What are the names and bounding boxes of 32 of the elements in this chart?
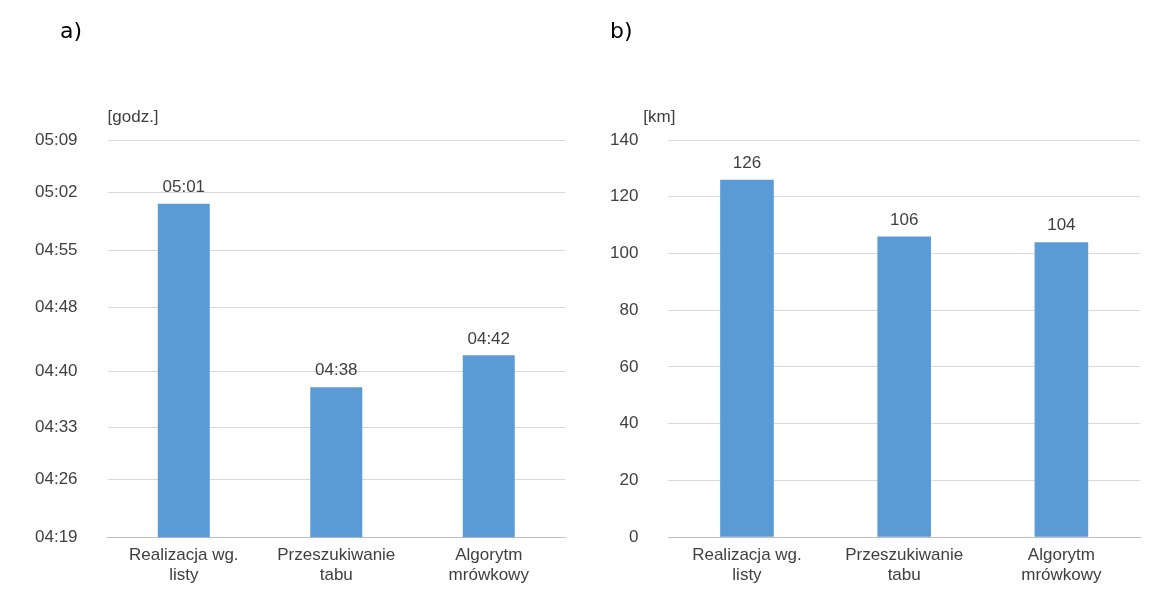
- y-axis-title: [godz.]: [107, 106, 159, 126]
- y-tick-label: 04:33: [34, 416, 78, 436]
- y-tick-label: 120: [609, 186, 639, 206]
- data-label: 05:01: [162, 176, 206, 196]
- x-tick-label: Przeszukiwanie tabu: [277, 545, 396, 585]
- x-tick-label: Przeszukiwanie tabu: [845, 545, 964, 585]
- x-tick-label: Algorytm mrówkowy: [448, 545, 530, 585]
- y-tick-label: 04:55: [34, 239, 78, 259]
- y-axis-title: [km]: [643, 106, 676, 126]
- y-tick-label: 100: [609, 243, 639, 263]
- y-tick-label: 04:48: [34, 297, 78, 317]
- y-tick-label: 60: [619, 356, 639, 376]
- chart-title: b): [610, 18, 633, 43]
- y-tick-label: 05:02: [34, 182, 78, 202]
- x-tick-label: Algorytm mrówkowy: [1021, 545, 1103, 585]
- data-label: 106: [889, 209, 919, 229]
- x-tick-label: Realizacja wg. listy: [128, 545, 239, 585]
- y-tick-label: 04:40: [34, 360, 78, 380]
- data-label: 04:42: [467, 328, 511, 348]
- y-tick-label: 04:26: [34, 469, 78, 489]
- y-tick-label: 04:19: [34, 526, 78, 546]
- y-tick-label: 40: [619, 413, 639, 433]
- data-label: 104: [1047, 215, 1076, 235]
- x-tick-label: Realizacja wg. listy: [692, 545, 802, 585]
- y-tick-label: 05:09: [34, 129, 78, 149]
- y-tick-label: 20: [619, 470, 639, 490]
- data-label: 04:38: [315, 360, 358, 380]
- y-tick-label: 140: [609, 129, 639, 149]
- y-tick-label: 80: [619, 299, 639, 319]
- data-label: 126: [732, 152, 762, 172]
- y-tick-label: 0: [628, 526, 639, 546]
- chart-title: a): [60, 18, 83, 43]
